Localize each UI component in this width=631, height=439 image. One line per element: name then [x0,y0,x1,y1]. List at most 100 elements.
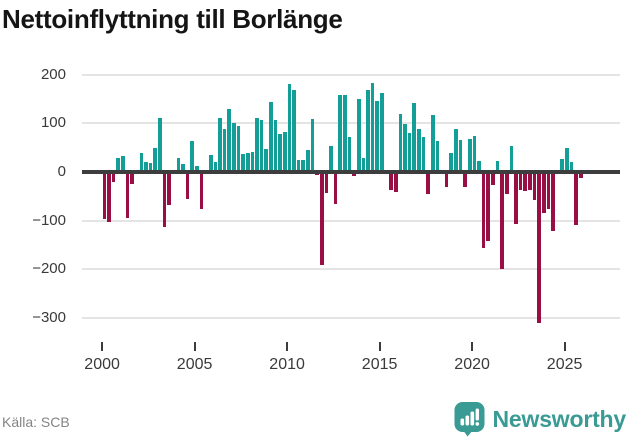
bar-2008Q3 [259,119,264,172]
bar-2007Q2 [236,125,241,172]
bar-2015Q4 [393,172,398,192]
bar-2003Q3 [167,172,171,206]
bar-2009Q1 [269,101,273,172]
bar-2016Q4 [412,103,417,172]
bar-2024Q1 [546,172,551,210]
bar-2005Q2 [199,172,204,210]
newsworthy-logo-text: Newsworthy [492,405,627,432]
bar-2020Q2 [477,161,481,172]
bar-2021Q2 [495,161,500,172]
bar-2008Q1 [250,151,255,172]
bar-2002Q3 [148,162,153,172]
bar-2018Q4 [449,153,454,172]
bar-2006Q4 [227,108,232,172]
bar-2013Q3 [352,172,356,176]
gridline--200 [82,268,620,271]
x-axis-label-2025: 2025 [546,356,583,373]
bar-2022Q2 [514,172,518,224]
bar-2021Q3 [500,172,504,270]
bar-2006Q3 [222,129,227,172]
bar-2007Q3 [241,154,245,172]
bar-2006Q1 [213,162,218,172]
bar-2018Q3 [444,172,449,188]
bar-2000Q4 [116,158,121,172]
bar-2019Q4 [467,138,472,172]
bar-2022Q1 [509,145,514,172]
bar-2002Q4 [153,147,158,172]
bar-2001Q3 [130,172,134,185]
x-axis-label-2020: 2020 [454,356,490,373]
bar-2020Q4 [486,172,491,242]
y-axis-label--300: −300 [32,309,66,327]
bar-2017Q4 [430,114,435,172]
gridline-200 [82,73,620,76]
bar-2000Q2 [107,172,111,223]
bar-2023Q1 [528,172,532,190]
bar-2012Q4 [338,94,343,172]
bar-2023Q2 [532,172,537,200]
bar-2025Q1 [565,148,569,172]
x-axis-tick-2005 [193,342,196,351]
bar-2013Q4 [356,99,361,172]
x-axis-tick-2020 [471,342,474,351]
x-axis-tick-2010 [286,342,289,351]
bar-2017Q3 [426,172,430,194]
bar-2025Q4 [578,172,583,178]
bar-2010Q4 [301,159,306,172]
bar-2022Q4 [523,172,528,192]
bar-2019Q2 [458,139,463,172]
bar-2011Q1 [306,149,310,172]
bar-2007Q1 [232,123,236,172]
gridline--100 [82,219,620,222]
x-axis-label-2010: 2010 [269,356,305,373]
bar-2000Q1 [102,172,107,220]
bar-2016Q1 [398,113,403,172]
bar-2014Q4 [375,101,380,172]
y-axis-label-100: 100 [40,114,66,132]
newsworthy-logo: Newsworthy [454,400,626,438]
bar-2002Q1 [139,153,144,172]
bar-chart: 200 100 0 −100 −200 −300 2000 2005 2010 2015 2020 2… [32,65,620,373]
bar-2021Q4 [504,172,509,194]
bar-2014Q1 [361,157,366,172]
source-caption: Källa: SCB [2,414,70,430]
bar-2010Q3 [296,159,301,172]
bar-2008Q4 [264,149,269,172]
bar-2022Q3 [518,172,523,190]
y-axis-label-200: 200 [40,65,66,83]
bar-2019Q3 [463,172,467,188]
x-axis-tick-2000 [101,342,104,351]
y-axis-label--100: −100 [32,211,66,229]
bar-2015Q3 [389,172,393,190]
bar-2011Q4 [319,172,324,265]
bar-2004Q1 [176,157,181,172]
bar-2025Q3 [574,172,578,225]
bar-2012Q3 [333,172,338,204]
bar-2009Q4 [282,131,287,172]
bar-2024Q2 [551,172,555,231]
x-axis-label-2005: 2005 [176,356,213,373]
bar-2015Q1 [380,93,384,172]
bar-2000Q3 [111,172,116,182]
chart-title: Nettoinflyttning till Borlänge [2,4,343,34]
bar-2014Q3 [370,82,375,172]
bar-2018Q1 [435,141,440,172]
bar-2016Q3 [407,132,412,172]
bar-2007Q4 [245,152,250,172]
bar-2019Q1 [454,129,458,172]
bar-2021Q1 [491,172,495,185]
bar-2004Q3 [185,172,190,200]
bar-2009Q3 [278,134,282,172]
bar-2003Q2 [162,172,167,227]
bar-2005Q4 [208,154,213,172]
bar-2024Q4 [560,159,565,172]
bar-2016Q2 [403,123,407,172]
bar-2020Q3 [481,172,486,249]
bar-2013Q2 [347,137,352,172]
bar-2009Q2 [273,119,278,172]
bar-2017Q1 [417,129,421,172]
bar-2014Q2 [366,89,370,172]
x-axis-label-2015: 2015 [361,356,398,373]
bar-2002Q2 [144,161,148,172]
bar-2012Q1 [324,172,329,193]
